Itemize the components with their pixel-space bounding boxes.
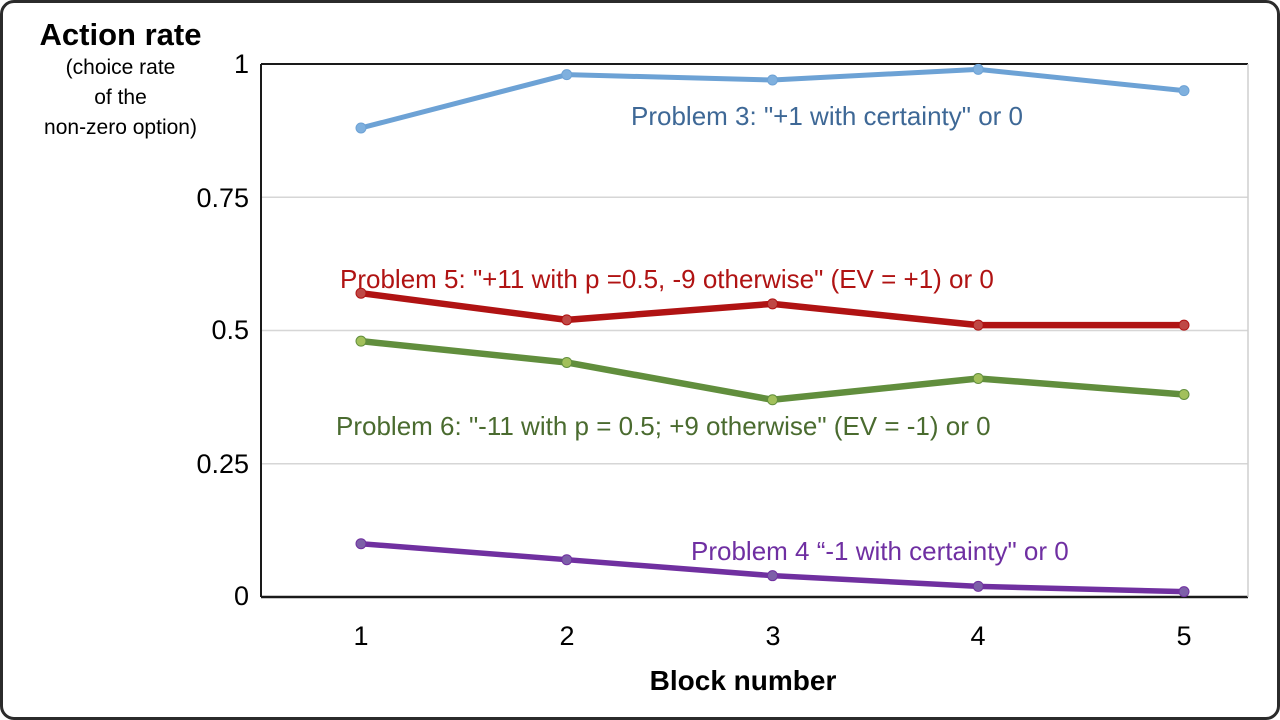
series-point-problem-5-block-2 [561,314,573,326]
series-label-problem-3: Problem 3: "+1 with certainty" or 0 [631,101,1024,131]
series-point-problem-4-block-2 [561,554,573,566]
series-point-problem-3-block-1 [355,122,367,134]
series-point-problem-6-block-1 [355,335,367,347]
series-point-problem-6-block-2 [561,356,573,368]
series-point-problem-3-block-4 [972,63,984,75]
y-axis-title: Action rate [39,17,202,52]
y-tick-0.75: 0.75 [196,183,249,213]
x-tick-5: 5 [1176,621,1192,651]
x-tick-4: 4 [970,621,986,651]
series-point-problem-6-block-5 [1178,388,1190,400]
series-point-problem-3-block-3 [767,74,778,86]
y-axis-subtitle-line-1: (choice rate [65,56,176,79]
chart-canvas [260,63,1249,599]
x-tick-1: 1 [353,621,369,651]
series-point-problem-5-block-3 [767,298,778,310]
series-point-problem-4-block-3 [767,570,778,582]
series-point-problem-5-block-1 [355,287,367,299]
y-tick-1: 1 [233,49,249,79]
series-point-problem-4-block-1 [355,538,367,550]
series-label-problem-4: Problem 4 “-1 with certainty" or 0 [691,536,1069,566]
y-tick-0.5: 0.5 [211,315,249,345]
series-point-problem-5-block-5 [1178,319,1190,331]
x-axis-title: Block number [649,665,837,696]
series-point-problem-6-block-4 [972,372,984,384]
series-point-problem-4-block-4 [972,580,984,592]
series-line-problem-6 [357,337,1188,404]
series-point-problem-3-block-2 [561,69,573,81]
series-point-problem-5-block-4 [972,319,984,331]
series-point-problem-6-block-3 [767,394,778,406]
series-label-problem-6: Problem 6: "-11 with p = 0.5; +9 otherwi… [336,411,991,441]
y-axis-title-block: Action rate (choice rate of the non-zero… [13,17,228,143]
y-tick-0.25: 0.25 [196,449,249,479]
x-tick-3: 3 [765,621,781,651]
x-tick-2: 2 [559,621,575,651]
y-axis-subtitle-line-3: non-zero option) [44,116,197,139]
series-point-problem-3-block-5 [1178,85,1190,97]
y-tick-0: 0 [233,581,249,611]
series-label-problem-5: Problem 5: "+11 with p =0.5, -9 otherwis… [340,264,994,294]
series-point-problem-4-block-5 [1178,586,1190,598]
y-axis-subtitle-line-2: of the [94,86,147,109]
